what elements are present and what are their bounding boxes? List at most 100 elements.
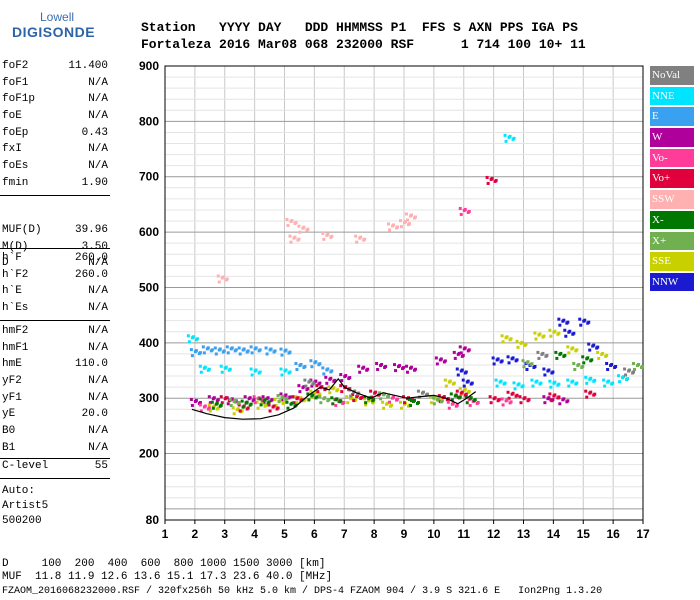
echo-point [353,389,357,393]
echo-point [255,400,259,404]
echo-point [446,400,450,404]
echo-point [386,401,390,405]
echo-point [315,395,319,399]
x-tick-label: 1 [162,527,169,541]
echo-point [288,370,292,374]
echo-point [387,222,391,226]
echo-point [314,379,318,383]
echo-point [237,346,241,350]
echo-point [240,399,244,403]
echo-point [566,345,570,349]
echo-point [523,396,527,400]
param-name: h`Es [2,302,29,315]
echo-point [258,397,262,401]
echo-point [605,361,609,365]
echo-point [557,395,561,399]
param-name: B1 [2,441,16,454]
logo-digisonde-text: DIGISONDE [12,24,96,40]
echo-point [291,395,295,399]
x-tick-label: 16 [606,527,620,541]
echo-point [273,349,277,353]
echo-point [442,395,446,399]
echo-point [443,359,447,363]
echo-point [460,390,464,394]
param-row: h`F 260.0 [0,250,110,267]
param-value: 3.50 [81,240,108,253]
echo-point [369,389,373,393]
echo-point [408,222,411,226]
legend-item: W [650,128,694,147]
echo-point [593,378,597,382]
echo-point [194,398,198,402]
echo-point [587,320,591,324]
echo-point [628,368,632,372]
echo-point [495,384,499,388]
echo-point [571,379,575,383]
legend-item: NNW [650,272,694,292]
echo-point [323,396,327,400]
legend-item: NoVal [650,66,694,85]
echo-point [518,395,522,399]
echo-point [307,398,311,402]
auto-program: Artist5 [2,500,49,512]
echo-point [299,362,303,366]
echo-point [534,337,538,341]
echo-point [203,365,207,369]
header-values: Fortaleza 2016 Mar08 068 232000 RSF 1 71… [141,37,586,52]
echo-point [274,403,278,407]
echo-point [340,379,344,383]
param-value: 260.0 [74,252,108,264]
echo-point [617,374,621,378]
x-tick-label: 5 [281,527,288,541]
param-row: foF1p N/A [0,91,110,108]
echo-point [494,178,498,182]
x-tick-label: 17 [636,527,650,541]
echo-point [195,337,199,341]
echo-point [468,403,472,407]
param-name: foF2 [2,60,29,72]
echo-point [294,403,298,407]
echo-point [216,398,220,402]
echo-point [633,367,637,371]
echo-point [297,224,301,228]
echo-point [202,351,206,355]
echo-point [252,395,256,399]
echo-point [207,367,211,371]
echo-point [366,367,370,371]
echo-point [266,396,270,400]
echo-point [434,356,438,360]
echo-point [543,373,547,377]
echo-point [501,403,505,407]
param-value: N/A [88,76,108,89]
echo-point [250,351,254,355]
param-row: foF1 N/A [0,75,110,92]
echo-point [462,384,466,388]
echo-point [516,345,520,349]
echo-point [190,403,194,407]
echo-point [310,365,314,369]
echo-point [378,391,382,395]
echo-point [289,240,293,244]
echo-point [557,331,561,335]
echo-point [444,384,448,388]
echo-point [390,403,394,407]
echo-point [626,377,630,381]
param-row: yE 20.0 [0,406,110,423]
echo-point [303,364,307,368]
echo-point [465,401,469,405]
x-tick-label: 13 [517,527,531,541]
echo-point [467,389,471,393]
param-value: N/A [88,425,108,438]
echo-point [508,134,512,138]
param-value: N/A [88,391,108,404]
param-row: hmE 110.0 [0,356,110,373]
x-tick-label: 12 [487,527,501,541]
echo-point [476,400,480,404]
echo-point [394,369,398,373]
echo-point [458,386,462,390]
echo-point [500,397,504,401]
echo-point [400,406,403,410]
echo-point [587,342,591,346]
echo-point [342,400,346,404]
echo-point [575,348,579,352]
